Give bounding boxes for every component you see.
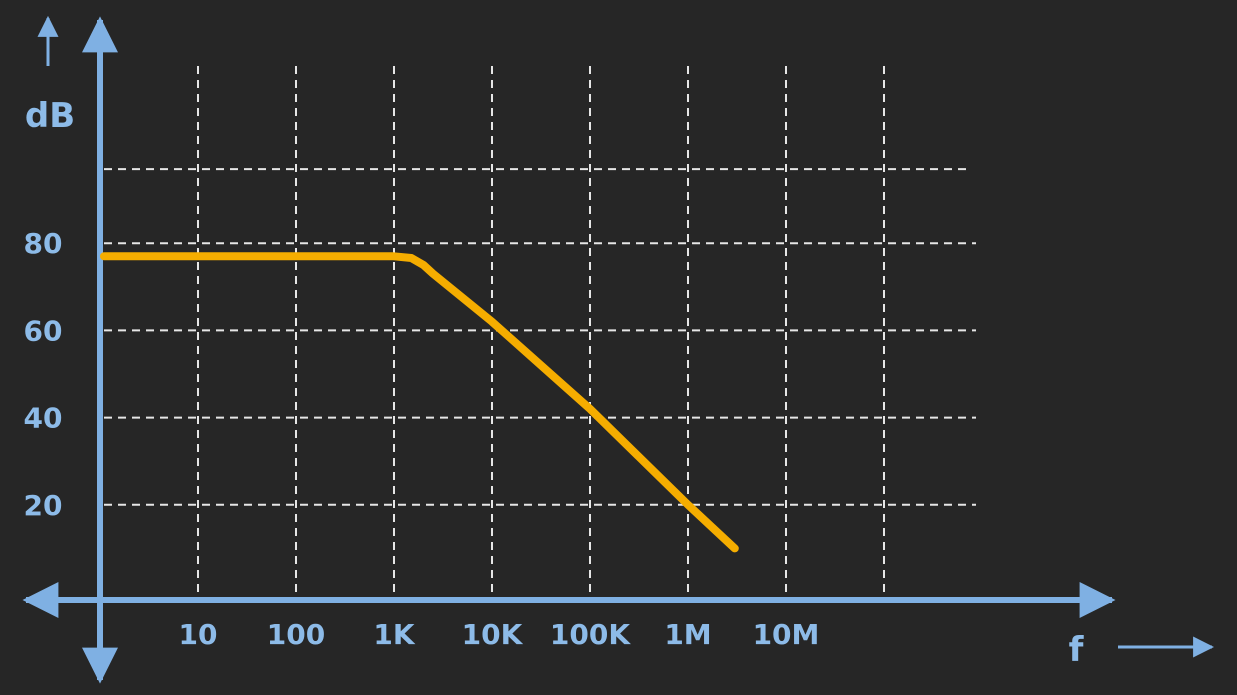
y-axis-title: dB (25, 96, 75, 136)
x-tick-label: 10M (753, 618, 820, 651)
frequency-response-curve (100, 252, 739, 553)
x-tick-label: 10K (462, 618, 524, 651)
y-tick-label: 60 (24, 314, 63, 347)
y-tick-label: 80 (24, 227, 63, 260)
x-tick-label: 100K (550, 618, 631, 651)
y-tick-label: 40 (24, 402, 63, 435)
y-tick-label: 20 (24, 489, 63, 522)
x-axis-title: f (1069, 630, 1085, 670)
x-tick-label: 100 (267, 618, 325, 651)
x-tick-label: 10 (179, 618, 218, 651)
tick-labels: 10 100 1K 10K 100K 1M 10M 20 40 60 80 (24, 227, 820, 651)
grid (104, 66, 976, 594)
x-tick-label: 1M (664, 618, 711, 651)
x-tick-label: 1K (373, 618, 415, 651)
